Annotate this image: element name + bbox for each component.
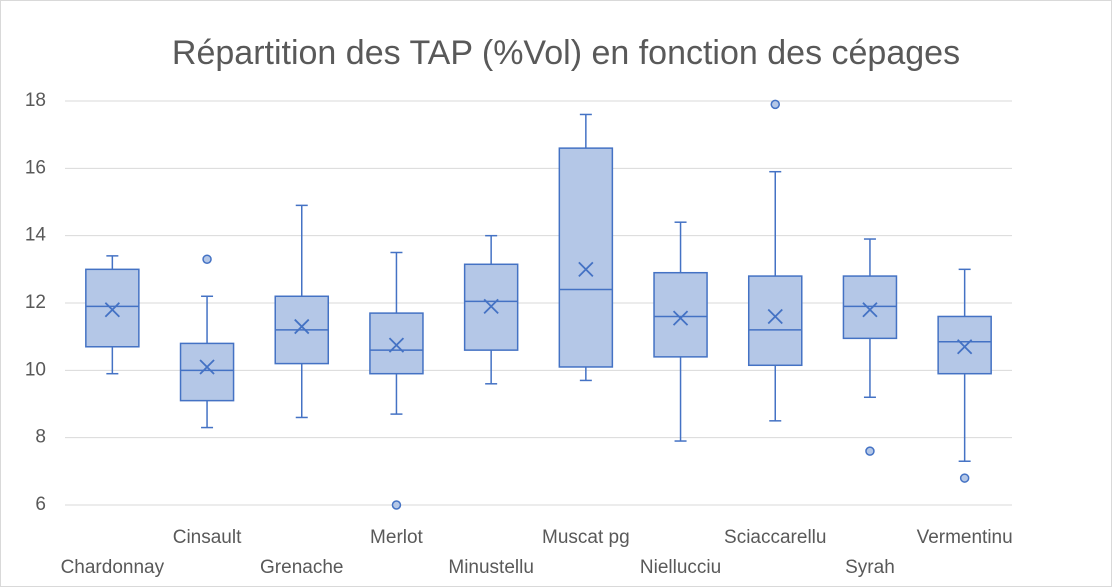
box [558, 147, 614, 368]
x-tick-label: Grenache [260, 557, 343, 578]
outlier [865, 446, 875, 456]
box [937, 315, 992, 375]
box [179, 342, 235, 402]
x-tick-label: Chardonnay [61, 557, 165, 578]
y-tick-label: 14 [25, 225, 47, 246]
mean-marker [199, 359, 215, 375]
mean-marker [294, 318, 310, 335]
box [747, 275, 803, 367]
mean-marker [672, 310, 689, 326]
y-tick-label: 12 [25, 292, 46, 313]
x-tick-label: Vermentinu [917, 527, 1013, 548]
mean-marker [578, 261, 594, 277]
outlier [202, 254, 212, 264]
x-tick-label: Muscat pg [542, 527, 630, 548]
x-tick-label: Cinsault [173, 527, 242, 548]
y-tick-label: 18 [25, 90, 46, 111]
box [653, 271, 708, 358]
x-tick-label: Merlot [370, 527, 424, 548]
y-tick-label: 16 [25, 157, 46, 178]
y-tick-label: 8 [35, 427, 46, 448]
mean-marker [483, 298, 499, 315]
box [369, 312, 424, 375]
mean-marker [957, 339, 973, 355]
box [85, 268, 140, 348]
mean-marker [388, 337, 405, 353]
mean-marker [862, 302, 878, 318]
outlier [391, 500, 402, 510]
chart-title: Répartition des TAP (%Vol) en fonction d… [172, 34, 960, 72]
mean-marker [104, 302, 120, 318]
x-tick-label: Minustellu [448, 557, 534, 578]
box [842, 275, 898, 340]
x-tick-label: Niellucciu [640, 557, 721, 578]
y-tick-label: 10 [25, 359, 46, 380]
x-tick-label: Sciaccarellu [724, 527, 826, 548]
x-tick-label: Syrah [845, 557, 895, 578]
mean-marker [767, 308, 783, 325]
outlier [959, 473, 970, 483]
y-tick-label: 6 [35, 494, 46, 515]
outlier [770, 99, 780, 110]
